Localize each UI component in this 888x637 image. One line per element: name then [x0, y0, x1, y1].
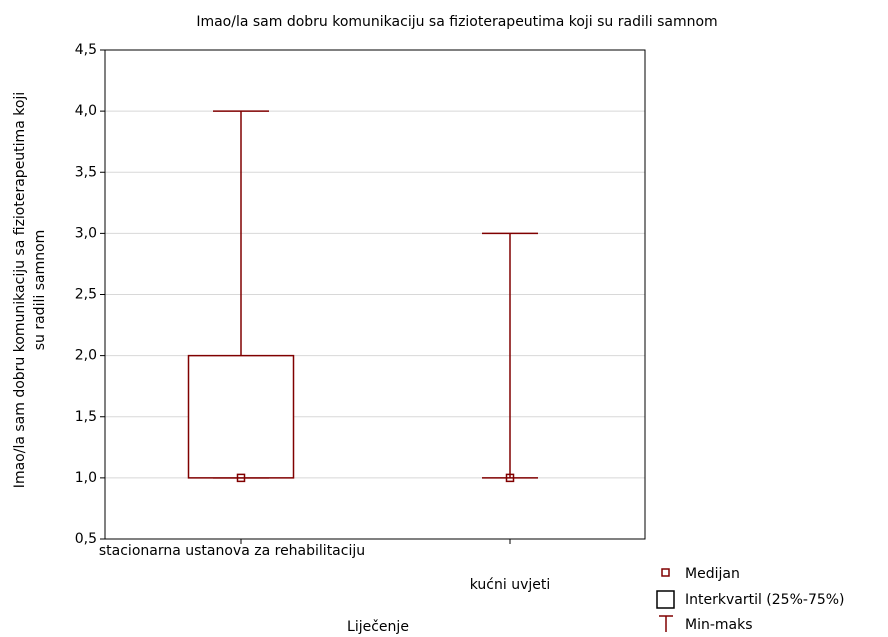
chart-title: Imao/la sam dobru komunikaciju sa fiziot…: [196, 14, 717, 30]
legend-label: Interkvartil (25%-75%): [685, 592, 845, 608]
y-tick-label: 0,5: [75, 531, 97, 547]
x-tick-label: kućni uvjeti: [470, 577, 551, 593]
legend-median-icon: [661, 568, 670, 577]
legend: Medijan Interkvartil (25%-75%) Min-maks: [656, 566, 845, 633]
y-axis-label: Imao/la sam dobru komunikaciju sa fiziot…: [12, 92, 28, 488]
y-tick-label: 3,5: [75, 164, 97, 180]
legend-whisker-icon: [659, 615, 673, 632]
y-tick-label: 4,0: [75, 103, 97, 119]
y-tick-label: 1,5: [75, 409, 97, 425]
legend-label: Medijan: [685, 566, 740, 582]
box: [187, 354, 295, 479]
y-tick-label: 1,0: [75, 470, 97, 486]
y-tick-label: 2,5: [75, 287, 97, 303]
x-axis-label: Liječenje: [347, 619, 409, 635]
y-tick-label: 2,0: [75, 348, 97, 364]
y-tick-label: 3,0: [75, 225, 97, 241]
y-tick-label: 4,5: [75, 42, 97, 58]
legend-label: Min-maks: [685, 617, 753, 633]
median: [505, 473, 515, 483]
plot-frame: [104, 49, 646, 540]
legend-box-icon: [656, 590, 675, 609]
x-tick-label: stacionarna ustanova za rehabilitaciju: [99, 543, 365, 559]
median: [236, 473, 246, 483]
y-axis-label: su radili samnom: [32, 230, 48, 351]
